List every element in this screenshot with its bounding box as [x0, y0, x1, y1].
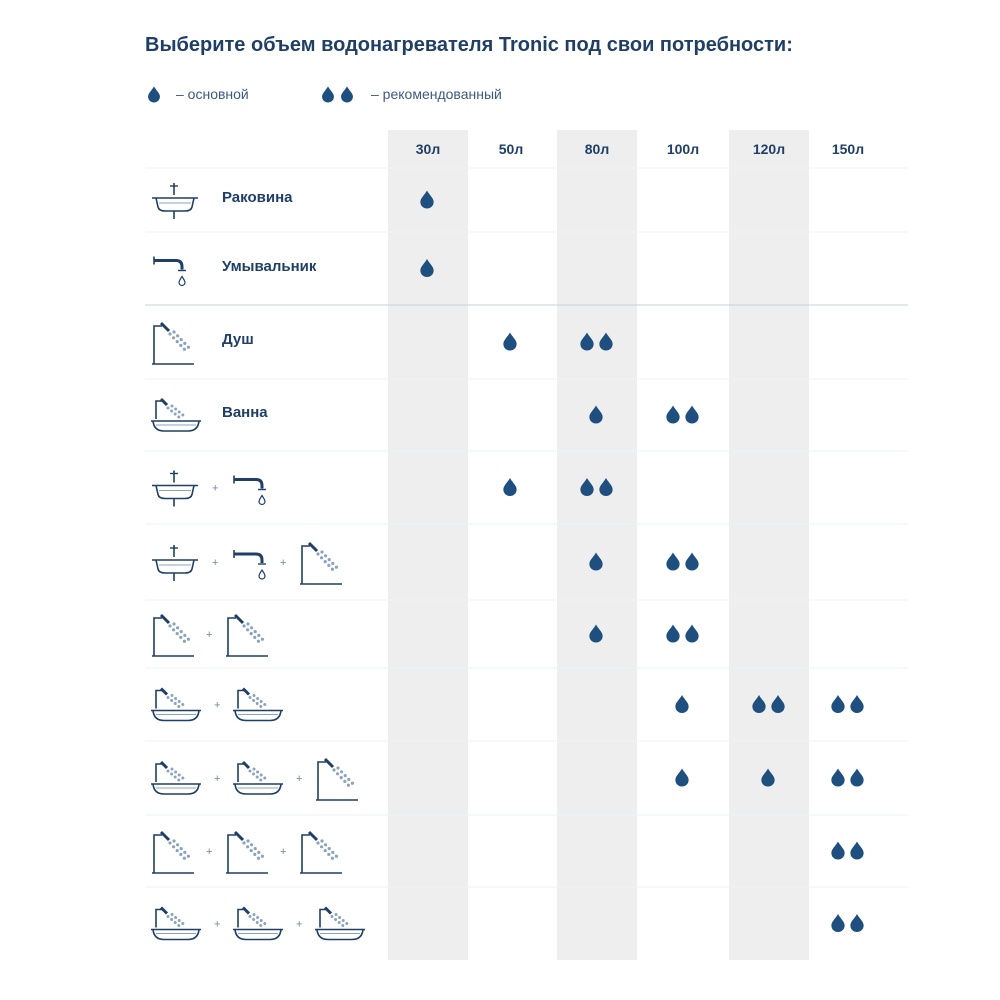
recommended-drop-icon [831, 841, 845, 860]
tap-icon [153, 256, 186, 287]
column-header: 150л [831, 141, 865, 157]
recommended-drop-icon [580, 332, 594, 351]
row-fixture-icons: + + [151, 906, 365, 941]
bath-icon [151, 906, 201, 941]
column-header: 80л [584, 141, 610, 157]
recommended-drop-icon [850, 841, 864, 860]
legend-recommended-label: – рекомендованный [371, 86, 502, 102]
bath-icon [315, 906, 365, 941]
shower-icon [300, 541, 342, 585]
legend [148, 86, 353, 103]
plus-sign: + [296, 919, 302, 931]
bath-icon [233, 687, 283, 722]
page-title: Выберите объем водонагревателя Tronic по… [145, 34, 793, 56]
recommended-drop-icon [831, 913, 845, 932]
row-fixture-icons: + [151, 687, 283, 722]
basic-drop-icon [589, 405, 603, 424]
row-label: Ванна [222, 404, 268, 421]
recommended-drop-icon [850, 913, 864, 932]
bath-icon [151, 760, 201, 795]
legend-basic-label: – основной [176, 86, 249, 102]
shower-icon [152, 613, 194, 657]
row-label: Душ [222, 331, 254, 348]
shower-icon [152, 321, 194, 365]
recommended-drop-icon [850, 768, 864, 787]
plus-sign: + [280, 557, 286, 569]
recommended-drop-icon [685, 552, 699, 571]
bath-icon [233, 906, 283, 941]
plus-sign: + [214, 773, 220, 785]
recommended-drop-icon [666, 405, 680, 424]
recommended-drop-icon [666, 624, 680, 643]
plus-sign: + [280, 846, 286, 858]
row-fixture-icons [153, 256, 186, 287]
column-shade [557, 130, 637, 960]
recommended-drop-icon [599, 477, 613, 496]
basic-drop-icon [420, 258, 434, 277]
row-label: Раковина [222, 189, 293, 206]
plus-sign: + [296, 773, 302, 785]
row-fixture-icons: + + [152, 541, 342, 585]
plus-sign: + [214, 700, 220, 712]
bath-icon [151, 687, 201, 722]
recommended-drop-icon [850, 694, 864, 713]
row-fixture-icons [151, 397, 201, 432]
sink-icon [152, 545, 198, 581]
shower-icon [226, 830, 268, 874]
recommended-drop-icon [831, 694, 845, 713]
basic-drop-icon [503, 477, 517, 496]
recommended-drop-icon [771, 694, 785, 713]
plus-sign: + [214, 919, 220, 931]
row-fixture-icons: + + [151, 757, 358, 801]
basic-drop-icon [675, 768, 689, 787]
plus-sign: + [212, 557, 218, 569]
column-header: 120л [752, 141, 786, 157]
shower-icon [152, 830, 194, 874]
basic-drop-icon [675, 694, 689, 713]
column-shade [388, 130, 468, 960]
recommended-drop-icon [685, 624, 699, 643]
tap-icon [233, 550, 266, 580]
column-header: 50л [498, 141, 524, 157]
basic-drop-icon [589, 624, 603, 643]
sink-icon [152, 470, 198, 507]
tap-icon [233, 475, 266, 506]
recommended-drop-icon [831, 768, 845, 787]
column-header: 100л [666, 141, 700, 157]
recommended-drop-icon [580, 477, 594, 496]
bath-icon [233, 760, 283, 795]
row-fixture-icons [152, 183, 198, 219]
recommended-drop-icon [752, 694, 766, 713]
plus-sign: + [206, 846, 212, 858]
row-fixture-icons: + [152, 470, 266, 507]
column-header: 30л [415, 141, 441, 157]
legend-basic-drop-icon [148, 86, 160, 103]
plus-sign: + [206, 629, 212, 641]
row-fixture-icons: + + [152, 830, 342, 874]
row-fixture-icons [152, 321, 194, 365]
sink-icon [152, 183, 198, 219]
legend-recommended-drop-icon [322, 86, 334, 103]
row-fixture-icons: + [152, 613, 268, 657]
basic-drop-icon [589, 552, 603, 571]
legend-recommended-drop-icon [341, 86, 353, 103]
row-label: Умывальник [222, 257, 317, 275]
column-shade [729, 130, 809, 960]
recommended-drop-icon [685, 405, 699, 424]
basic-drop-icon [503, 332, 517, 351]
plus-sign: + [212, 483, 218, 495]
bath-icon [151, 397, 201, 432]
recommended-drop-icon [666, 552, 680, 571]
shower-icon [316, 757, 358, 801]
basic-drop-icon [761, 768, 775, 787]
shower-icon [226, 613, 268, 657]
recommended-drop-icon [599, 332, 613, 351]
basic-drop-icon [420, 190, 434, 209]
shower-icon [300, 830, 342, 874]
